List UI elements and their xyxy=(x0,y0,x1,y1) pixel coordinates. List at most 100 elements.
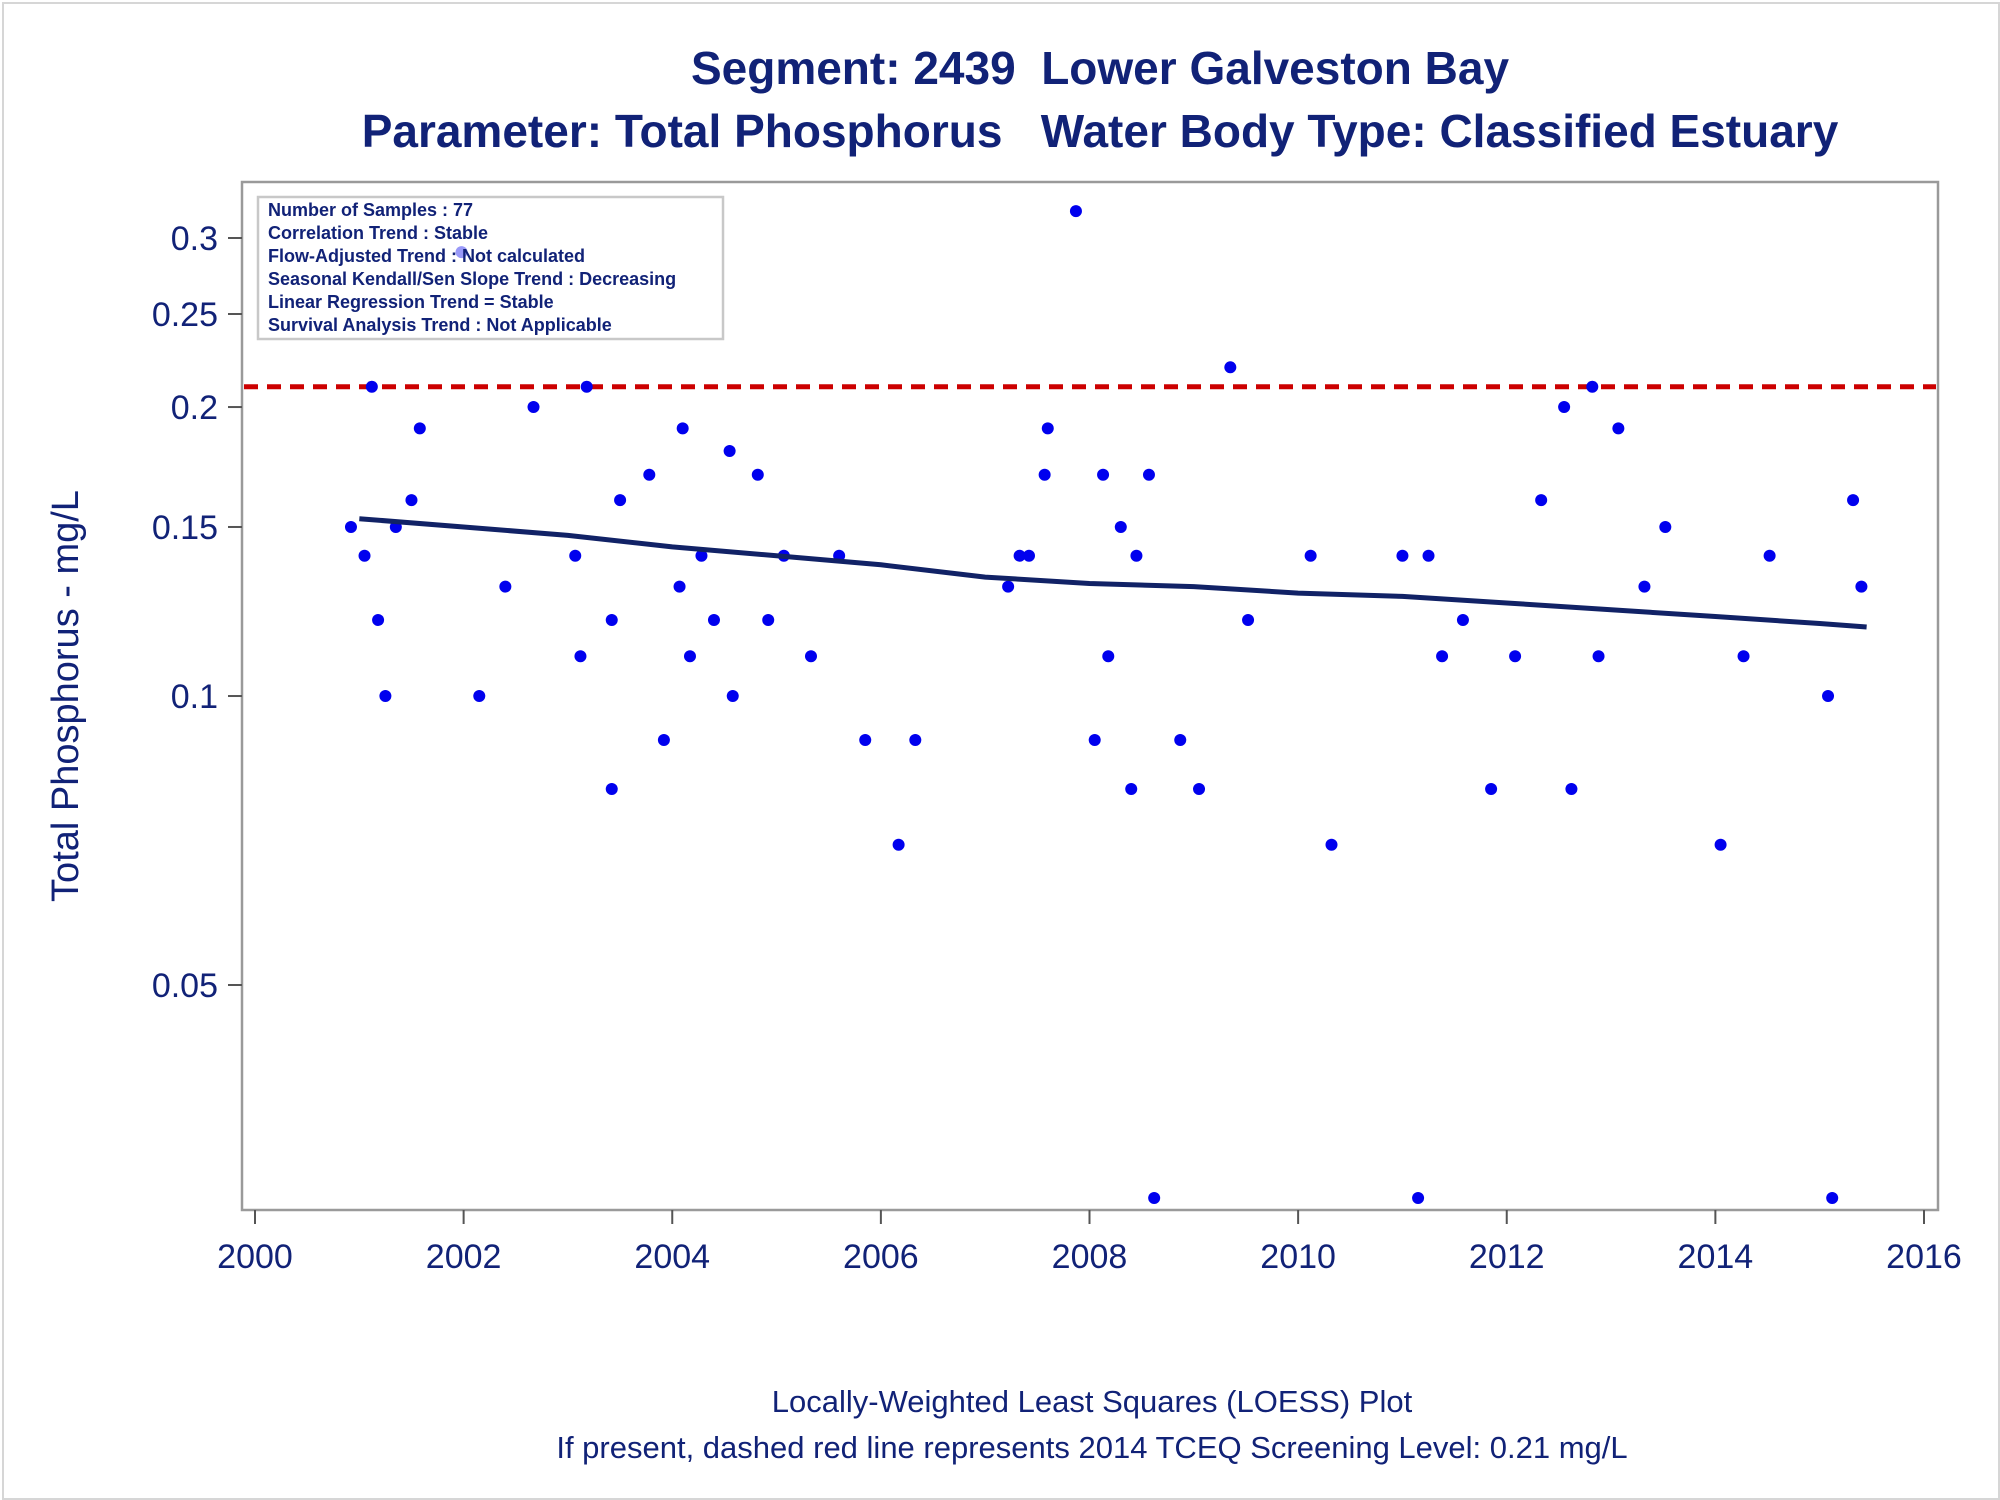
data-point xyxy=(1847,494,1860,507)
x-tick-label: 2006 xyxy=(843,1238,919,1276)
data-point xyxy=(1586,380,1599,393)
data-point xyxy=(1396,549,1409,562)
data-point xyxy=(574,650,587,663)
data-point xyxy=(1224,361,1237,374)
loess-trend-line xyxy=(359,516,1867,630)
data-point xyxy=(1114,520,1127,533)
data-point xyxy=(1174,733,1187,746)
y-tick-label: 0.05 xyxy=(152,967,218,1005)
data-point xyxy=(657,733,670,746)
data-point xyxy=(1022,549,1035,562)
data-point xyxy=(580,380,593,393)
data-point xyxy=(614,494,627,507)
data-point xyxy=(1097,468,1110,481)
chart-subtitle: Parameter: Total Phosphorus Water Body T… xyxy=(362,105,1839,157)
stats-box: Number of Samples : 77 Correlation Trend… xyxy=(256,195,725,341)
data-point xyxy=(695,549,708,562)
data-point xyxy=(762,614,775,627)
data-point xyxy=(344,520,357,533)
footnote-loess: Locally-Weighted Least Squares (LOESS) P… xyxy=(772,1384,1413,1419)
data-point xyxy=(365,380,378,393)
data-point xyxy=(1592,650,1605,663)
data-point xyxy=(405,494,418,507)
data-point xyxy=(1826,1191,1839,1204)
data-points xyxy=(344,205,1868,1204)
data-point xyxy=(1088,733,1101,746)
data-point xyxy=(909,733,922,746)
data-point xyxy=(723,444,736,457)
data-point xyxy=(1422,549,1435,562)
x-tick-label: 2016 xyxy=(1886,1238,1962,1276)
data-point xyxy=(1535,494,1548,507)
data-point xyxy=(1737,650,1750,663)
data-point xyxy=(1412,1191,1425,1204)
data-point xyxy=(707,614,720,627)
stats-survival: Survival Analysis Trend : Not Applicable xyxy=(268,315,612,335)
data-point xyxy=(859,733,872,746)
data-point xyxy=(1638,580,1651,593)
data-point xyxy=(499,580,512,593)
data-point xyxy=(413,422,426,435)
chart-title: Segment: 2439 Lower Galveston Bay xyxy=(691,42,1509,94)
data-point xyxy=(1102,650,1115,663)
data-point xyxy=(683,650,696,663)
data-point xyxy=(1822,690,1835,703)
data-point xyxy=(676,422,689,435)
data-point xyxy=(1485,783,1498,796)
data-point xyxy=(1304,549,1317,562)
data-point xyxy=(1148,1191,1161,1204)
y-tick-label: 0.1 xyxy=(171,678,218,716)
data-point xyxy=(1714,838,1727,851)
data-point xyxy=(1041,422,1054,435)
data-point xyxy=(726,690,739,703)
data-point xyxy=(1038,468,1051,481)
data-point xyxy=(1565,783,1578,796)
y-tick-label: 0.2 xyxy=(171,389,218,427)
data-point xyxy=(892,838,905,851)
x-tick-label: 2008 xyxy=(1052,1238,1128,1276)
data-point xyxy=(673,580,686,593)
data-point xyxy=(379,690,392,703)
x-tick-label: 2012 xyxy=(1469,1238,1545,1276)
y-tick-label: 0.3 xyxy=(171,220,218,258)
data-point xyxy=(1659,520,1672,533)
data-point xyxy=(605,614,618,627)
x-tick-label: 2010 xyxy=(1260,1238,1336,1276)
data-point xyxy=(643,468,656,481)
data-point xyxy=(1242,614,1255,627)
x-tick-label: 2000 xyxy=(217,1238,293,1276)
data-point xyxy=(569,549,582,562)
data-point xyxy=(372,614,385,627)
data-point xyxy=(1130,549,1143,562)
data-point xyxy=(1142,468,1155,481)
data-point xyxy=(1855,580,1868,593)
x-axis: 2000 2002 2004 2006 2008 2010 2012 2014 2016 xyxy=(217,1210,1962,1276)
y-tick-label: 0.15 xyxy=(152,509,218,547)
stats-samples: Number of Samples : 77 xyxy=(268,200,473,220)
x-tick-label: 2002 xyxy=(426,1238,502,1276)
stats-seasonal-kendall: Seasonal Kendall/Sen Slope Trend : Decre… xyxy=(268,269,676,289)
data-point xyxy=(1193,783,1206,796)
y-axis: 0.3 0.25 0.2 0.15 0.1 0.05 xyxy=(152,220,242,1005)
x-tick-label: 2004 xyxy=(634,1238,710,1276)
data-point xyxy=(1612,422,1625,435)
footnote-screening: If present, dashed red line represents 2… xyxy=(556,1430,1627,1465)
stats-correlation: Correlation Trend : Stable xyxy=(268,223,488,243)
y-axis-label: Total Phosphorus - mg/L xyxy=(45,490,87,902)
data-point xyxy=(605,783,618,796)
data-point xyxy=(1558,401,1571,414)
data-point xyxy=(804,650,817,663)
x-tick-label: 2014 xyxy=(1678,1238,1754,1276)
data-point xyxy=(1002,580,1015,593)
data-point xyxy=(1325,838,1338,851)
data-point xyxy=(1456,614,1469,627)
data-point xyxy=(1436,650,1449,663)
stats-flow-adjusted: Flow-Adjusted Trend : Not calculated xyxy=(268,246,585,266)
data-point xyxy=(1509,650,1522,663)
stats-box-border xyxy=(256,195,725,341)
data-point xyxy=(473,690,486,703)
data-point xyxy=(1125,783,1138,796)
data-point xyxy=(1069,205,1082,218)
y-tick-label: 0.25 xyxy=(152,296,218,334)
